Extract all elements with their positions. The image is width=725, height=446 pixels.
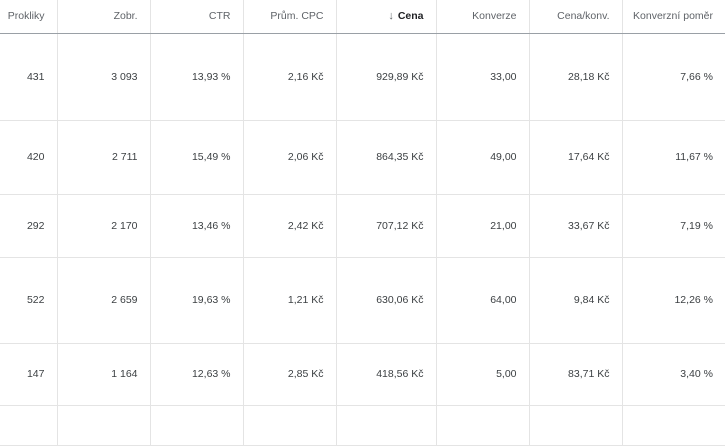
- cell-prum-cpc: 1,21 Kč: [243, 257, 337, 344]
- cell-konverze: 49,00: [436, 120, 530, 195]
- col-header-cena[interactable]: ↓ Cena: [336, 0, 437, 34]
- cell-konverze: 64,00: [436, 257, 530, 344]
- cell-ctr: 13,93 %: [150, 33, 244, 121]
- col-header-label: Cena: [397, 10, 424, 23]
- col-header-label: Prokliky: [7, 10, 45, 23]
- cell-ctr: 12,63 %: [150, 343, 244, 406]
- cell-konverze: [436, 405, 530, 446]
- cell-ctr: [150, 405, 244, 446]
- cell-prum-cpc: 2,42 Kč: [243, 194, 337, 258]
- cell-zobr: 3 093: [57, 33, 151, 121]
- cell-konverzni-pomer: 7,19 %: [622, 194, 725, 258]
- cell-zobr: 1 164: [57, 343, 151, 406]
- cell-cena: 707,12 Kč: [336, 194, 437, 258]
- cell-ctr: 15,49 %: [150, 120, 244, 195]
- cell-cena-konv: 83,71 Kč: [529, 343, 623, 406]
- cell-zobr: 2 711: [57, 120, 151, 195]
- arrow-down-icon: ↓: [388, 10, 394, 23]
- cell-prum-cpc: 2,16 Kč: [243, 33, 337, 121]
- cell-cena: 864,35 Kč: [336, 120, 437, 195]
- cell-prokliky: 292: [0, 194, 58, 258]
- col-header-label: Cena/konv.: [557, 10, 610, 23]
- cell-konverzni-pomer: 12,26 %: [622, 257, 725, 344]
- cell-prokliky: 420: [0, 120, 58, 195]
- table-row: 522 2 659 19,63 % 1,21 Kč 630,06 Kč 64,0…: [0, 257, 725, 344]
- cell-konverzni-pomer: 11,67 %: [622, 120, 725, 195]
- cell-zobr: [57, 405, 151, 446]
- cell-prokliky: 431: [0, 33, 58, 121]
- table-row: 147 1 164 12,63 % 2,85 Kč 418,56 Kč 5,00…: [0, 343, 725, 406]
- col-header-prokliky[interactable]: Prokliky: [0, 0, 58, 34]
- cell-cena-konv: 28,18 Kč: [529, 33, 623, 121]
- cell-cena: 418,56 Kč: [336, 343, 437, 406]
- cell-ctr: 19,63 %: [150, 257, 244, 344]
- cell-cena-konv: [529, 405, 623, 446]
- cell-prokliky: 147: [0, 343, 58, 406]
- cell-cena-konv: 9,84 Kč: [529, 257, 623, 344]
- header-row: Prokliky Zobr. CTR Prům. CPC ↓ Cena Konve…: [0, 0, 725, 34]
- cell-zobr: 2 659: [57, 257, 151, 344]
- table-row: 292 2 170 13,46 % 2,42 Kč 707,12 Kč 21,0…: [0, 194, 725, 258]
- cell-prum-cpc: [243, 405, 337, 446]
- cell-cena-konv: 17,64 Kč: [529, 120, 623, 195]
- col-header-label: CTR: [208, 10, 231, 23]
- cell-prum-cpc: 2,85 Kč: [243, 343, 337, 406]
- table-row: 431 3 093 13,93 % 2,16 Kč 929,89 Kč 33,0…: [0, 33, 725, 121]
- table-row: [0, 405, 725, 446]
- cell-ctr: 13,46 %: [150, 194, 244, 258]
- cell-prum-cpc: 2,06 Kč: [243, 120, 337, 195]
- col-header-label: Prům. CPC: [270, 10, 324, 23]
- col-header-label: Konverze: [472, 10, 517, 23]
- col-header-ctr[interactable]: CTR: [150, 0, 244, 34]
- col-header-label: Konverzní poměr: [633, 10, 713, 23]
- cell-konverzni-pomer: 3,40 %: [622, 343, 725, 406]
- cell-cena-konv: 33,67 Kč: [529, 194, 623, 258]
- table-body: 431 3 093 13,93 % 2,16 Kč 929,89 Kč 33,0…: [0, 33, 725, 446]
- cell-cena: [336, 405, 437, 446]
- col-header-konverzni-pomer[interactable]: Konverzní poměr: [622, 0, 725, 34]
- cell-zobr: 2 170: [57, 194, 151, 258]
- cell-konverze: 5,00: [436, 343, 530, 406]
- cell-cena: 929,89 Kč: [336, 33, 437, 121]
- cell-cena: 630,06 Kč: [336, 257, 437, 344]
- cell-prokliky: [0, 405, 58, 446]
- col-header-zobr[interactable]: Zobr.: [57, 0, 151, 34]
- table-row: 420 2 711 15,49 % 2,06 Kč 864,35 Kč 49,0…: [0, 120, 725, 195]
- cell-konverzni-pomer: [622, 405, 725, 446]
- col-header-konverze[interactable]: Konverze: [436, 0, 530, 34]
- cell-konverzni-pomer: 7,66 %: [622, 33, 725, 121]
- cell-prokliky: 522: [0, 257, 58, 344]
- col-header-label: Zobr.: [113, 10, 138, 23]
- table-header: Prokliky Zobr. CTR Prům. CPC ↓ Cena Konve…: [0, 0, 725, 34]
- col-header-prum-cpc[interactable]: Prům. CPC: [243, 0, 337, 34]
- cell-konverze: 21,00: [436, 194, 530, 258]
- cell-konverze: 33,00: [436, 33, 530, 121]
- col-header-cena-konv[interactable]: Cena/konv.: [529, 0, 623, 34]
